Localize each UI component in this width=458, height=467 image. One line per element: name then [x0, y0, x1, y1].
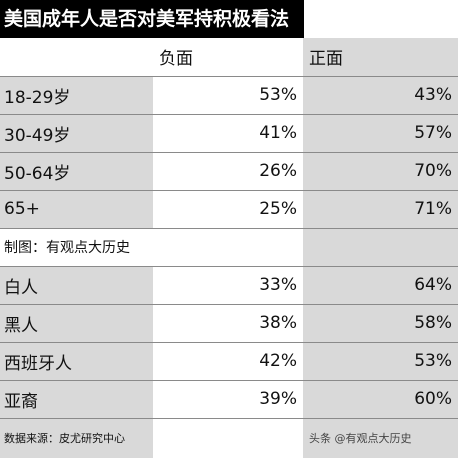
negative-value: 41%	[153, 114, 303, 153]
header-positive: 正面	[303, 38, 458, 77]
table-title: 美国成年人是否对美军持积极看法	[0, 0, 303, 38]
footer-blank	[153, 418, 303, 458]
negative-value: 42%	[153, 342, 303, 381]
row-label: 65+	[0, 190, 153, 229]
table-row: 黑人 38% 58%	[0, 304, 458, 343]
negative-value: 33%	[153, 266, 303, 305]
row-label: 亚裔	[0, 380, 153, 419]
row-label: 西班牙人	[0, 342, 153, 381]
row-label: 白人	[0, 266, 153, 305]
row-label: 18-29岁	[0, 76, 153, 115]
title-spacer	[303, 0, 458, 38]
positive-value: 57%	[303, 114, 458, 153]
header-blank	[0, 38, 153, 77]
table-row: 65+ 25% 71%	[0, 190, 458, 229]
negative-value: 38%	[153, 304, 303, 343]
header-negative: 负面	[153, 38, 303, 77]
positive-value: 64%	[303, 266, 458, 305]
negative-value: 39%	[153, 380, 303, 419]
positive-value: 71%	[303, 190, 458, 229]
table-row: 50-64岁 26% 70%	[0, 152, 458, 191]
table-row: 西班牙人 42% 53%	[0, 342, 458, 381]
positive-value: 43%	[303, 76, 458, 115]
header-row: 负面 正面	[0, 38, 458, 77]
watermark: 头条 @有观点大历史	[303, 418, 458, 458]
table-row: 亚裔 39% 60%	[0, 380, 458, 419]
positive-value: 60%	[303, 380, 458, 419]
data-source: 数据来源：皮尤研究中心	[0, 418, 153, 458]
negative-value: 26%	[153, 152, 303, 191]
table-row: 18-29岁 53% 43%	[0, 76, 458, 115]
chart-credit: 制图：有观点大历史	[0, 228, 303, 267]
negative-value: 53%	[153, 76, 303, 115]
positive-value: 70%	[303, 152, 458, 191]
table-row: 30-49岁 41% 57%	[0, 114, 458, 153]
row-label: 30-49岁	[0, 114, 153, 153]
positive-value: 58%	[303, 304, 458, 343]
row-label: 50-64岁	[0, 152, 153, 191]
survey-table: 负面 正面 18-29岁 53% 43% 30-49岁 41% 57% 50-6…	[0, 38, 458, 458]
positive-value: 53%	[303, 342, 458, 381]
row-label: 黑人	[0, 304, 153, 343]
credit-row: 制图：有观点大历史	[0, 228, 458, 267]
credit-blank	[303, 228, 458, 267]
negative-value: 25%	[153, 190, 303, 229]
footer-row: 数据来源：皮尤研究中心 头条 @有观点大历史	[0, 418, 458, 458]
table-row: 白人 33% 64%	[0, 266, 458, 305]
